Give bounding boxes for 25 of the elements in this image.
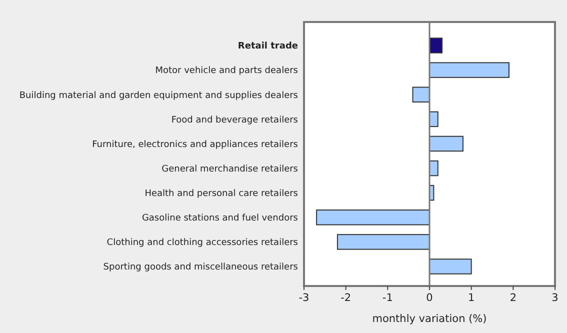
x-tick-label: -1 <box>382 292 393 304</box>
x-tick-label: 1 <box>468 292 475 304</box>
y-tick-label: Clothing and clothing accessories retailers <box>106 238 298 248</box>
bar <box>412 86 430 102</box>
y-tick-label: General merchandise retailers <box>162 164 298 174</box>
y-tick-label: Sporting goods and miscellaneous retailers <box>103 262 298 273</box>
bar <box>429 258 472 274</box>
y-tick-label: Food and beverage retailers <box>171 115 298 126</box>
y-tick-label: Gasoline stations and fuel vendors <box>142 214 298 224</box>
bar <box>429 62 510 78</box>
x-tick-label: -3 <box>298 292 310 304</box>
bar <box>336 234 430 250</box>
x-axis-title: monthly variation (%) <box>372 313 487 325</box>
y-tick-label: Building material and garden equipment and supplies dealers <box>19 90 298 101</box>
y-tick-label: Furniture, electronics and appliances retailers <box>92 140 298 150</box>
x-tick-label: 3 <box>552 292 558 304</box>
y-tick-label: Retail trade <box>238 42 298 52</box>
x-tick-label: 0 <box>426 292 433 304</box>
bar <box>429 136 464 152</box>
y-tick-label: Motor vehicle and parts dealers <box>155 66 298 76</box>
x-tick-label: -2 <box>340 292 352 304</box>
y-tick-label: Health and personal care retailers <box>144 188 298 199</box>
bar <box>316 210 430 226</box>
x-tick-label: 2 <box>510 292 517 304</box>
bar <box>429 38 443 54</box>
